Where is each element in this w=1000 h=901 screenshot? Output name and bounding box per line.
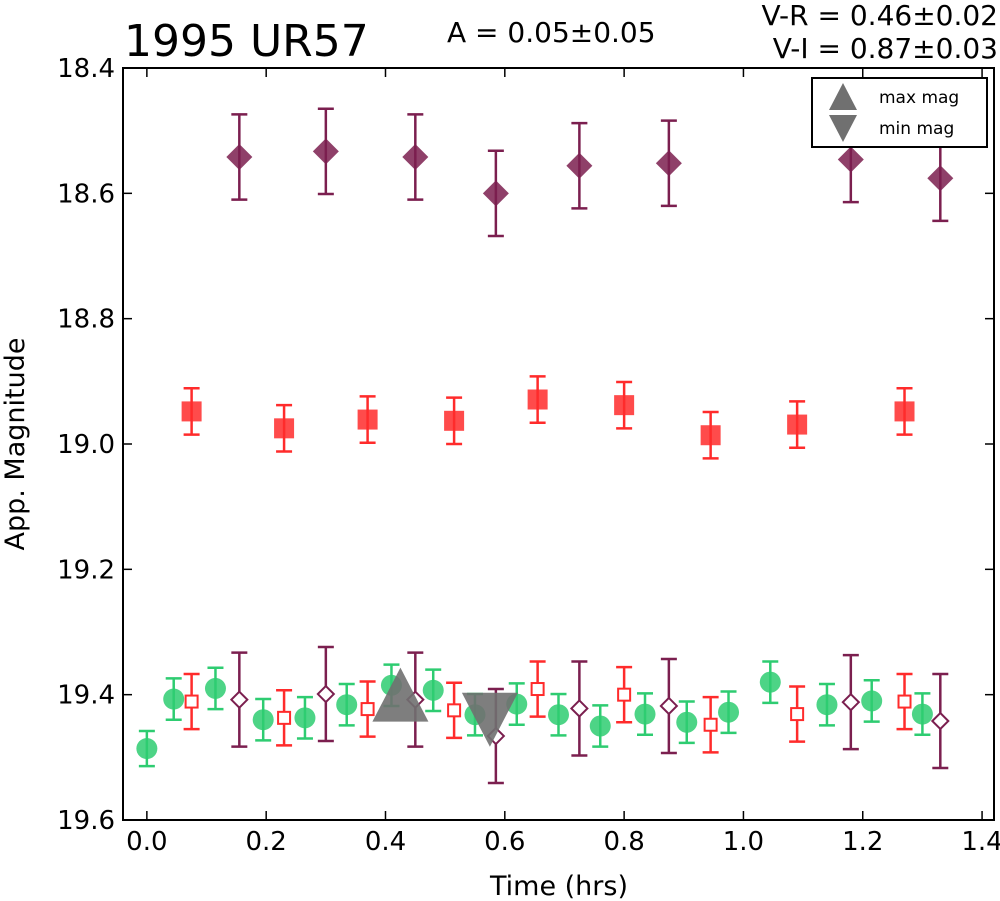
data-point-diamond <box>837 146 864 173</box>
data-point-square <box>700 425 721 446</box>
max-mag-marker <box>372 667 429 722</box>
data-point-diamond <box>566 152 593 179</box>
data-point-square <box>614 395 635 416</box>
y-tick-label: 19.0 <box>57 430 115 460</box>
data-point-square <box>790 707 805 722</box>
data-point-circle <box>252 709 274 731</box>
data-point-square <box>277 710 292 725</box>
y-tick-label: 18.6 <box>57 179 115 209</box>
series-diamond-filled <box>226 107 954 238</box>
v-r-annotation: V-R = 0.46±0.02 <box>762 0 998 32</box>
data-point-circle <box>163 688 185 710</box>
data-point-circle <box>589 715 611 737</box>
x-tick-label: 0.4 <box>365 827 406 857</box>
amplitude-annotation: A = 0.05±0.05 <box>447 16 656 49</box>
data-point-circle <box>759 671 781 693</box>
max-mag-legend-label: max mag <box>879 88 959 108</box>
series-square-filled <box>181 375 915 460</box>
data-point-circle <box>634 703 656 725</box>
data-marks <box>136 107 954 785</box>
data-point-circle <box>861 690 883 712</box>
legend: max mag min mag <box>811 77 988 148</box>
x-tick-label: 0.0 <box>126 827 167 857</box>
data-point-square <box>787 414 808 435</box>
data-point-circle <box>911 703 933 725</box>
x-tick-label: 1.4 <box>961 827 1000 857</box>
x-axis-label: Time (hrs) <box>489 871 628 901</box>
data-point-square <box>527 389 548 410</box>
x-tick-label: 0.6 <box>484 827 525 857</box>
data-point-square <box>894 401 915 422</box>
x-tick-label: 0.2 <box>245 827 286 857</box>
y-tick-label: 19.2 <box>57 555 115 585</box>
data-point-circle <box>718 701 740 723</box>
v-i-annotation: V-I = 0.87±0.03 <box>773 32 998 65</box>
data-point-diamond <box>402 143 429 170</box>
data-point-diamond <box>226 143 253 170</box>
data-point-circle <box>294 707 316 729</box>
data-point-square <box>357 409 378 430</box>
data-point-diamond <box>312 138 339 165</box>
min-mag-legend-marker <box>829 115 857 142</box>
data-point-square <box>181 401 202 422</box>
data-point-circle <box>136 738 158 760</box>
chart-title: 1995 UR57 <box>124 16 369 67</box>
data-point-diamond <box>655 150 682 177</box>
y-tick-label: 18.8 <box>57 305 115 335</box>
data-point-circle <box>816 694 838 716</box>
data-point-circle <box>676 711 698 733</box>
data-point-square <box>617 687 632 702</box>
data-point-circle <box>422 679 444 701</box>
data-point-diamond <box>569 699 589 718</box>
min-mag-marker <box>461 692 518 747</box>
data-point-square <box>360 702 375 717</box>
min-mag-legend-label: min mag <box>879 119 954 139</box>
y-axis-label: App. Magnitude <box>0 338 31 551</box>
axis-ticks: 0.0 0.2 0.4 0.6 0.8 1.0 1.2 1.4 18.4 18.6 18.8 19.0… <box>57 54 1000 857</box>
x-tick-label: 1.0 <box>723 827 764 857</box>
data-point-diamond <box>930 711 950 731</box>
series-square-open <box>183 660 913 754</box>
series-circle-filled <box>136 660 933 768</box>
data-point-square <box>703 717 718 732</box>
max-mag-legend-marker <box>829 83 857 110</box>
data-point-circle <box>548 704 569 726</box>
data-point-diamond <box>229 690 249 710</box>
data-point-circle <box>336 694 358 716</box>
data-point-diamond <box>841 692 861 712</box>
data-point-diamond <box>316 684 336 704</box>
data-point-circle <box>204 677 226 699</box>
x-tick-label: 0.8 <box>603 827 644 857</box>
data-point-square <box>184 694 199 709</box>
x-tick-label: 1.2 <box>842 827 883 857</box>
data-point-square <box>897 694 912 709</box>
series-diamond-open <box>229 645 950 785</box>
data-point-diamond <box>482 180 509 207</box>
data-point-diamond <box>659 696 679 716</box>
y-tick-label: 19.4 <box>57 681 115 711</box>
data-point-square <box>274 418 295 439</box>
data-point-square <box>530 682 545 697</box>
y-tick-label: 18.4 <box>57 54 115 84</box>
y-tick-label: 19.6 <box>57 806 115 836</box>
data-point-square <box>447 703 462 718</box>
data-point-diamond <box>927 165 954 192</box>
data-point-square <box>444 410 465 431</box>
